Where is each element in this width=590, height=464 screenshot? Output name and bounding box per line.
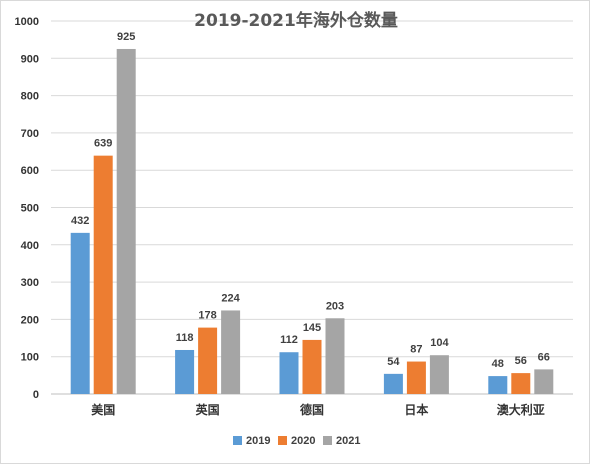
- y-tick-label: 500: [21, 203, 39, 215]
- y-tick-label: 400: [21, 240, 39, 252]
- data-label: 178: [198, 310, 216, 322]
- y-tick-label: 0: [33, 389, 39, 401]
- y-tick-label: 1000: [15, 16, 39, 28]
- y-tick-label: 900: [21, 53, 39, 65]
- legend-label: 2021: [336, 435, 360, 447]
- data-label: 432: [71, 215, 89, 227]
- chart-title: 2019-2021年海外仓数量: [194, 10, 398, 31]
- category-label: 澳大利亚: [497, 402, 545, 417]
- bar-2020-英国: [198, 327, 218, 394]
- data-label: 925: [117, 31, 135, 43]
- category-label: 美国: [91, 402, 115, 417]
- bar-2019-英国: [175, 349, 195, 394]
- bar-2019-澳大利亚: [488, 376, 508, 394]
- data-label: 104: [430, 337, 449, 349]
- y-tick-label: 200: [21, 314, 39, 326]
- data-label: 56: [515, 355, 527, 367]
- legend-swatch: [278, 436, 287, 445]
- bar-2021-德国: [325, 318, 345, 394]
- y-axis-ticks: 0 100 200 300 400 500 600 700 800 900 1000: [15, 16, 39, 401]
- data-label: 203: [326, 300, 344, 312]
- bar-2021-美国: [116, 48, 136, 394]
- y-tick-label: 300: [21, 277, 39, 289]
- y-tick-label: 700: [21, 128, 39, 140]
- bar-2020-澳大利亚: [511, 373, 531, 394]
- bar-2021-日本: [429, 355, 449, 394]
- bar-2020-德国: [302, 339, 322, 394]
- data-label: 639: [94, 138, 112, 150]
- bar-2021-英国: [221, 310, 241, 394]
- y-tick-label: 800: [21, 91, 39, 103]
- bar-2020-美国: [93, 155, 113, 394]
- legend-swatch: [233, 436, 242, 445]
- x-axis-categories: 美国 英国 德国 日本 澳大利亚: [91, 402, 545, 417]
- legend-swatch: [323, 436, 332, 445]
- bar-2021-澳大利亚: [534, 369, 554, 394]
- bar-2019-美国: [70, 232, 90, 394]
- legend-label: 2020: [291, 435, 315, 447]
- data-label: 145: [303, 322, 321, 334]
- legend: 2019 2020 2021: [233, 435, 360, 447]
- data-label: 66: [538, 351, 550, 363]
- y-tick-label: 100: [21, 352, 39, 364]
- y-tick-label: 600: [21, 165, 39, 177]
- legend-label: 2019: [246, 435, 270, 447]
- bars: [70, 48, 554, 394]
- data-label: 48: [492, 358, 504, 370]
- bar-2019-德国: [279, 352, 299, 394]
- data-label: 224: [221, 292, 240, 304]
- data-label: 112: [280, 334, 298, 346]
- data-label: 87: [410, 344, 422, 356]
- category-label: 日本: [404, 402, 428, 417]
- category-label: 英国: [196, 402, 220, 417]
- data-label: 54: [387, 356, 400, 368]
- gridlines: [51, 20, 573, 395]
- data-label: 118: [176, 332, 194, 344]
- category-label: 德国: [300, 402, 324, 417]
- bar-2020-日本: [406, 361, 426, 394]
- bar-2019-日本: [383, 373, 403, 394]
- data-labels: 432 639 925 118 178 224 112 145 203 54 87 104 48 56 66: [71, 31, 550, 370]
